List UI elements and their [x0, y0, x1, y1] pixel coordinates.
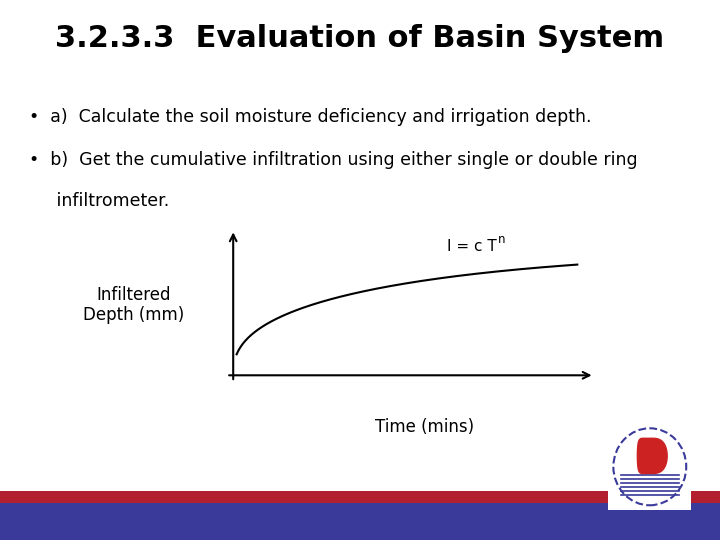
Text: 3.2.3.3  Evaluation of Basin System: 3.2.3.3 Evaluation of Basin System — [55, 24, 665, 53]
Text: •  b)  Get the cumulative infiltration using either single or double ring: • b) Get the cumulative infiltration usi… — [29, 151, 637, 169]
Text: •  a)  Calculate the soil moisture deficiency and irrigation depth.: • a) Calculate the soil moisture deficie… — [29, 108, 591, 126]
Polygon shape — [637, 438, 667, 474]
Text: n: n — [498, 233, 505, 246]
Text: infiltrometer.: infiltrometer. — [29, 192, 169, 210]
Text: I = c T: I = c T — [446, 239, 496, 254]
Text: Infiltered
Depth (mm): Infiltered Depth (mm) — [83, 286, 184, 325]
Text: Time (mins): Time (mins) — [375, 418, 474, 436]
